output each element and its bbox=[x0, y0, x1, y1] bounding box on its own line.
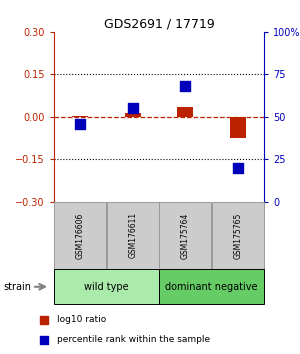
Title: GDS2691 / 17719: GDS2691 / 17719 bbox=[103, 18, 214, 31]
Bar bbox=[54, 269, 159, 304]
Text: strain: strain bbox=[3, 282, 31, 292]
Point bbox=[41, 337, 46, 343]
Bar bbox=[72, 116, 88, 117]
Bar bbox=[106, 202, 159, 269]
Point bbox=[130, 105, 135, 111]
Point bbox=[41, 317, 46, 323]
Point bbox=[235, 165, 240, 171]
Bar bbox=[159, 269, 264, 304]
Bar bbox=[212, 202, 264, 269]
Text: GSM176606: GSM176606 bbox=[76, 212, 85, 259]
Text: GSM175764: GSM175764 bbox=[181, 212, 190, 259]
Bar bbox=[125, 113, 141, 117]
Text: wild type: wild type bbox=[84, 282, 129, 292]
Point bbox=[78, 121, 83, 126]
Text: log10 ratio: log10 ratio bbox=[57, 315, 106, 324]
Text: GSM175765: GSM175765 bbox=[233, 212, 242, 259]
Text: percentile rank within the sample: percentile rank within the sample bbox=[57, 335, 210, 344]
Bar bbox=[54, 202, 106, 269]
Text: dominant negative: dominant negative bbox=[165, 282, 258, 292]
Text: GSM176611: GSM176611 bbox=[128, 212, 137, 258]
Bar bbox=[177, 107, 193, 117]
Point bbox=[183, 84, 188, 89]
Bar bbox=[230, 117, 246, 138]
Bar bbox=[159, 202, 211, 269]
